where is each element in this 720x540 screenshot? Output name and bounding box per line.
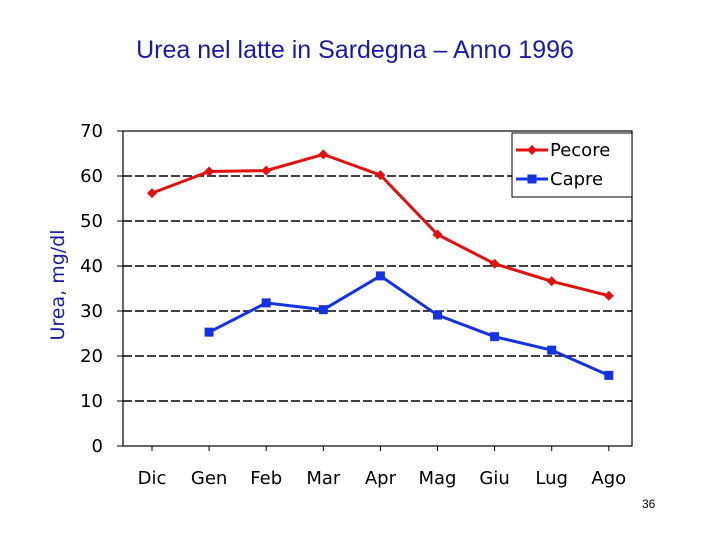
y-tick-label: 30: [80, 301, 103, 322]
x-tick-label: Dic: [138, 468, 167, 489]
x-tick-label: Gen: [191, 468, 227, 489]
legend-marker-pecore: [527, 145, 537, 155]
data-point-pecore: [204, 166, 215, 177]
data-point-capre: [490, 332, 500, 342]
data-point-pecore: [546, 276, 557, 287]
plot-area: [122, 130, 633, 447]
legend-marker-capre: [527, 174, 537, 184]
data-point-capre: [433, 310, 442, 320]
data-point-pecore: [489, 258, 500, 269]
x-tick-label: Feb: [250, 468, 282, 489]
data-point-capre: [261, 298, 271, 308]
y-tick-label: 40: [80, 256, 103, 277]
data-point-capre: [204, 327, 214, 337]
x-tick-label: Lug: [535, 468, 568, 489]
data-point-pecore: [603, 290, 614, 301]
data-point-pecore: [147, 188, 157, 199]
data-point-pecore: [318, 149, 329, 160]
series-line-capre: [208, 274, 610, 377]
data-point-capre: [375, 271, 385, 281]
chart-title: Urea nel latte in Sardegna – Anno 1996: [136, 36, 574, 64]
data-point-capre: [318, 305, 328, 315]
x-tick-label: Mar: [306, 468, 341, 489]
y-tick-label: 20: [80, 346, 103, 367]
data-point-capre: [547, 345, 557, 355]
legend: [511, 132, 633, 198]
data-point-capre: [604, 370, 614, 380]
data-point-pecore: [432, 229, 443, 240]
y-tick-label: 10: [80, 391, 103, 412]
slide-number: 36: [642, 497, 656, 511]
legend-label-capre: Capre: [550, 169, 603, 190]
y-tick-label: 60: [80, 166, 103, 187]
data-point-pecore: [375, 170, 386, 181]
legend-label-pecore: Pecore: [550, 140, 610, 161]
x-tick-label: Giu: [479, 468, 509, 489]
x-tick-label: Ago: [591, 468, 626, 489]
x-tick-label: Mag: [419, 468, 457, 489]
y-tick-label: 70: [80, 121, 103, 142]
data-point-pecore: [261, 165, 272, 176]
y-tick-label: 50: [80, 211, 103, 232]
y-tick-label: 0: [92, 436, 103, 457]
x-tick-label: Apr: [365, 468, 397, 489]
